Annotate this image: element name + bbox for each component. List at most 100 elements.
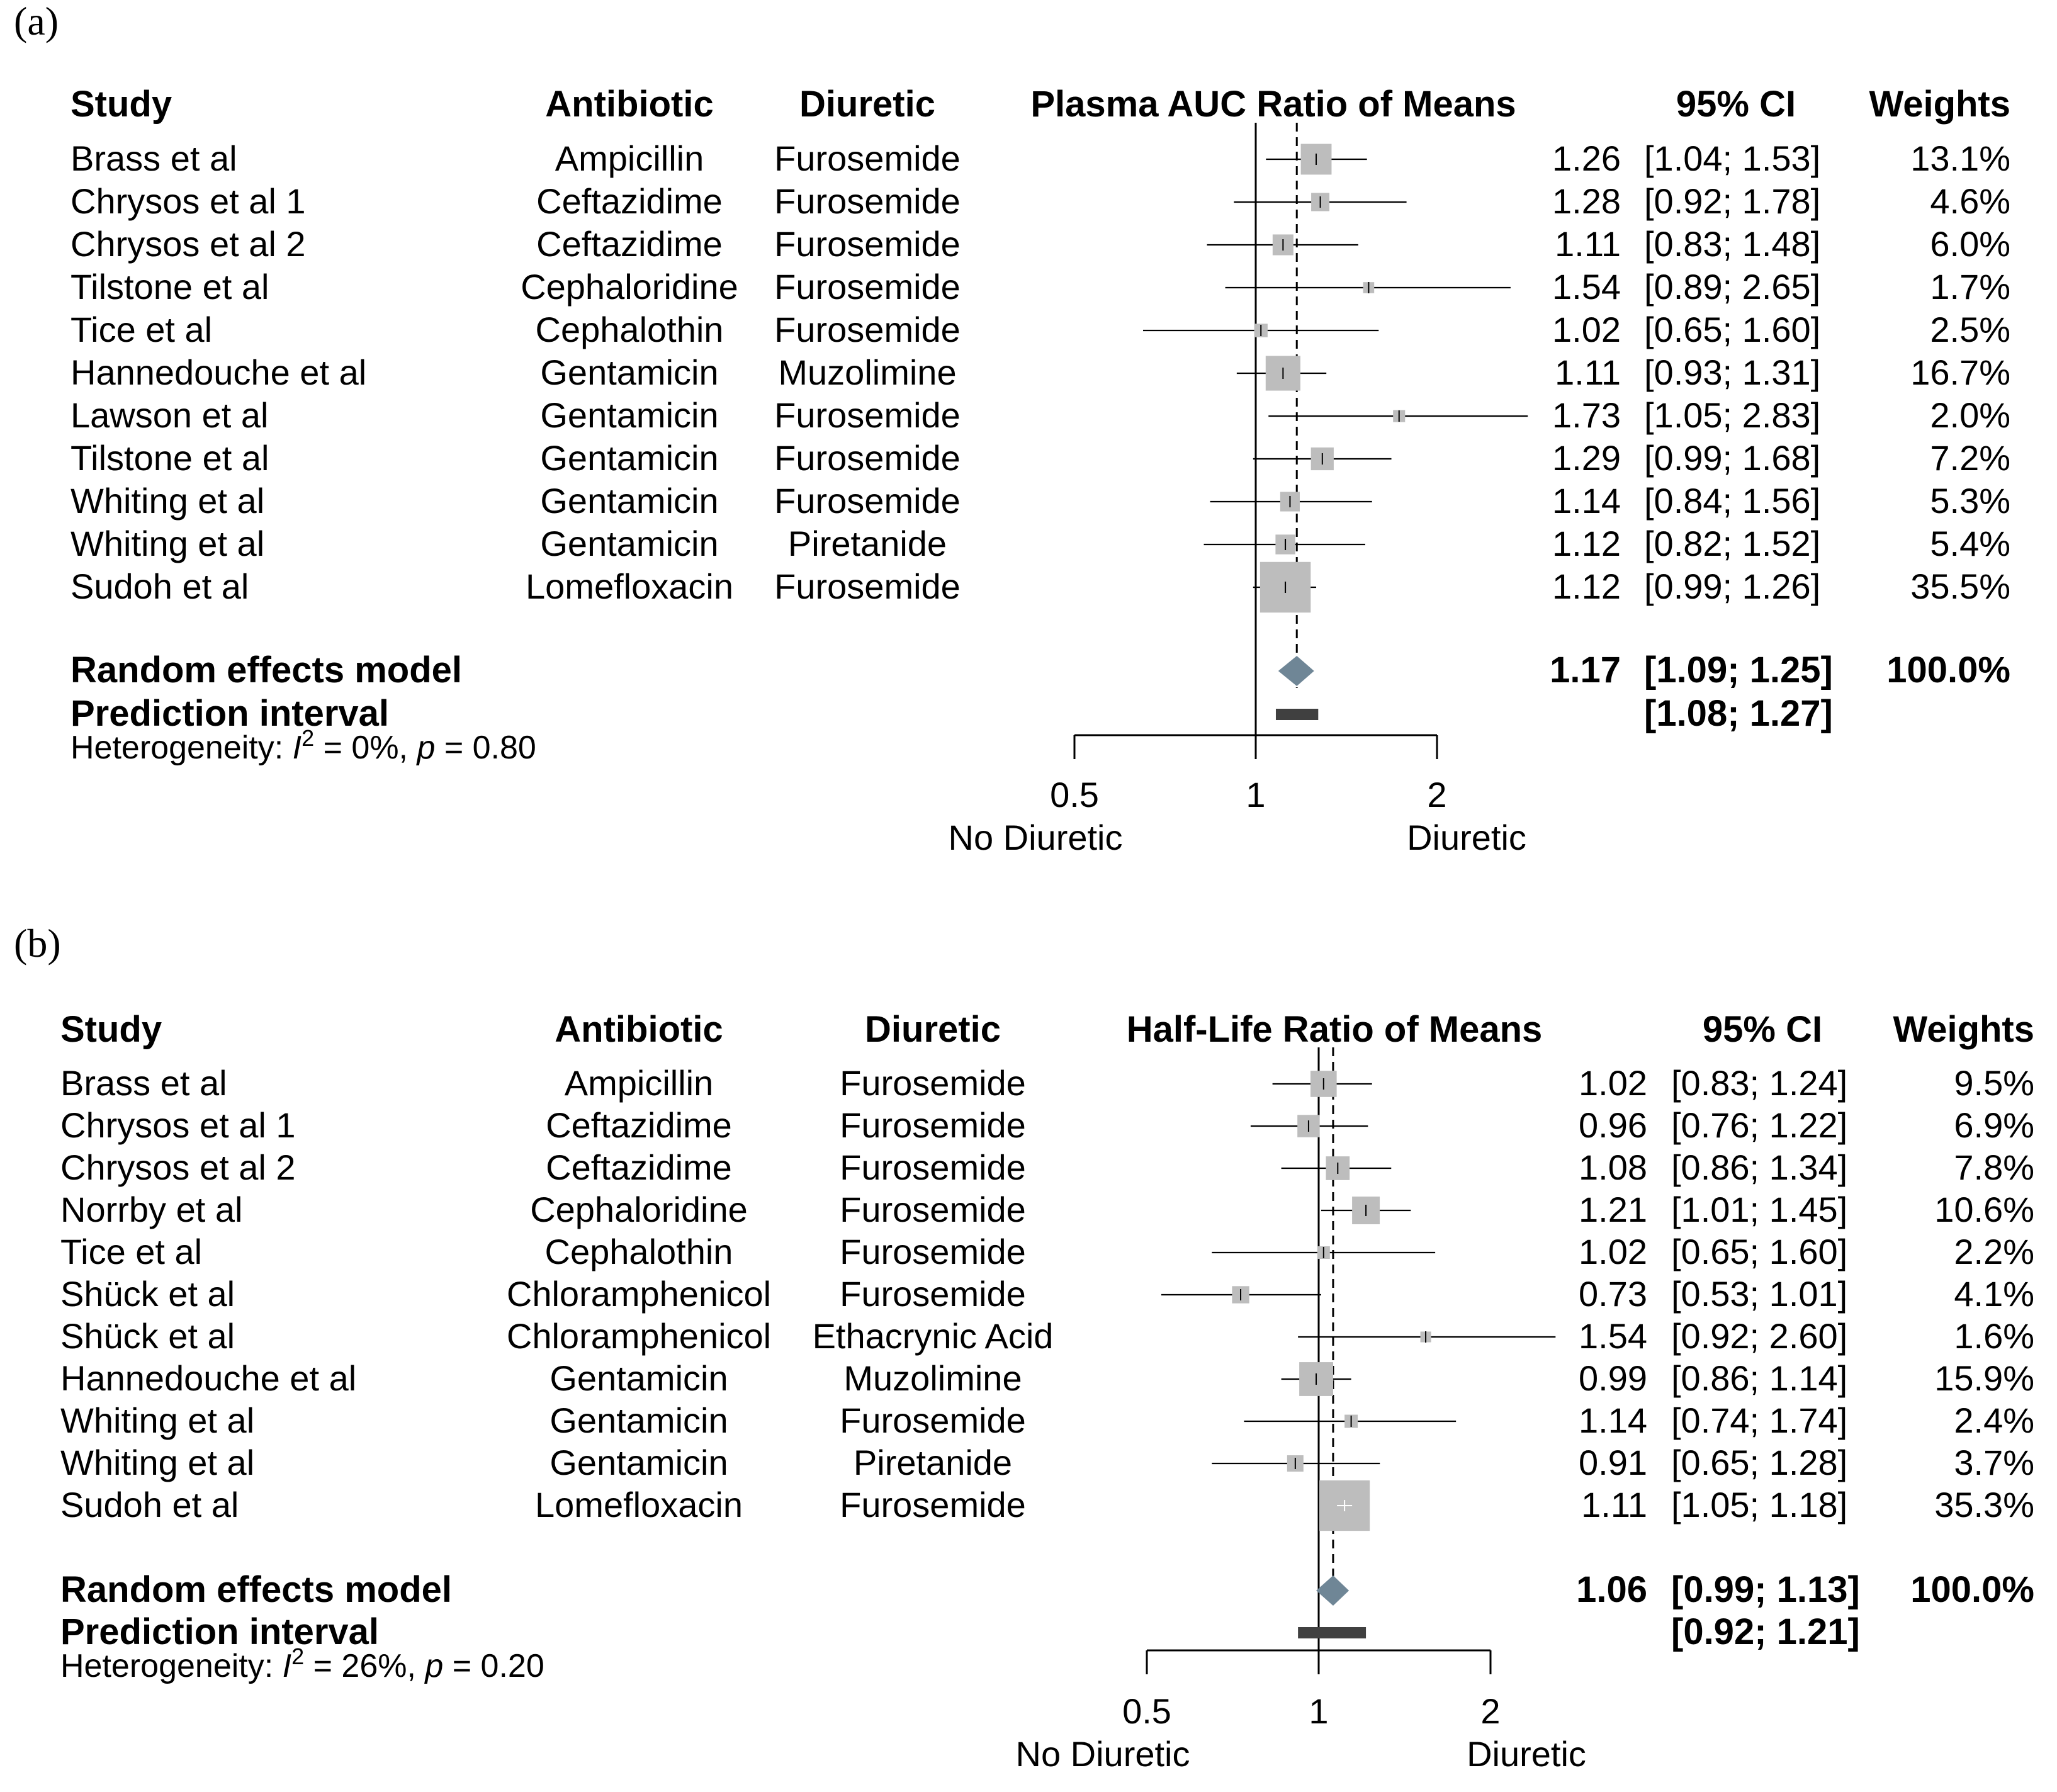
weight-value: 2.2%	[1954, 1232, 2034, 1271]
ci-value: [0.86; 1.14]	[1671, 1358, 1847, 1398]
pooled-diamond	[1316, 1575, 1350, 1606]
study-name: Whiting et al	[70, 481, 264, 521]
header-study: Study	[70, 84, 172, 125]
ci-value: [0.92; 1.78]	[1644, 181, 1820, 221]
ci-value: [0.74; 1.74]	[1671, 1400, 1847, 1440]
diuretic-name: Furosemide	[840, 1274, 1026, 1314]
weight-value: 6.9%	[1954, 1105, 2034, 1145]
estimate-value: 1.11	[1581, 1485, 1647, 1524]
antibiotic-name: Cephaloridine	[530, 1190, 748, 1229]
estimate-value: 1.26	[1552, 138, 1621, 178]
heterogeneity-part: 2	[291, 1643, 304, 1669]
weight-value: 35.5%	[1910, 566, 2010, 606]
study-row: Whiting et al Gentamicin Furosemide 1.14 [0.…	[70, 481, 2010, 521]
diuretic-name: Furosemide	[840, 1190, 1026, 1229]
ci-value: [0.65; 1.60]	[1671, 1232, 1847, 1271]
header-antibiotic: Antibiotic	[545, 84, 713, 125]
diuretic-name: Ethacrynic Acid	[813, 1316, 1054, 1356]
pooled-ci: [1.09; 1.25]	[1644, 650, 1833, 690]
weight-value: 2.0%	[1930, 395, 2010, 435]
diuretic-name: Furosemide	[840, 1147, 1026, 1187]
estimate-value: 1.54	[1552, 267, 1621, 307]
estimate-value: 1.14	[1552, 481, 1621, 521]
ci-value: [0.76; 1.22]	[1671, 1105, 1847, 1145]
forest-panel-b: (b) Study Antibiotic Diuretic Half-Life Rati…	[14, 921, 2034, 1774]
x-tick-label: 1	[1246, 775, 1265, 814]
ci-value: [0.99; 1.26]	[1644, 566, 1820, 606]
study-name: Chrysos et al 1	[70, 181, 306, 221]
estimate-value: 1.29	[1552, 438, 1621, 478]
estimate-value: 1.11	[1555, 352, 1621, 392]
forest-panel-a: (a) Study Antibiotic Diuretic Plasma AUC Rat…	[14, 0, 2010, 857]
study-name: Sudoh et al	[60, 1485, 239, 1524]
study-name: Hannedouche et al	[70, 352, 366, 392]
estimate-value: 1.08	[1579, 1147, 1647, 1187]
x-label-no-diuretic: No Diuretic	[1016, 1734, 1190, 1774]
heterogeneity-part: p	[415, 730, 435, 766]
heterogeneity-part: = 26%,	[304, 1648, 425, 1684]
antibiotic-name: Ceftazidime	[536, 181, 723, 221]
header-diuretic: Diuretic	[799, 84, 935, 125]
heterogeneity-part: p	[424, 1648, 443, 1684]
antibiotic-name: Gentamicin	[540, 524, 718, 563]
study-row: Hannedouche et al Gentamicin Muzolimine 1.1…	[70, 352, 2010, 392]
study-name: Whiting et al	[60, 1400, 254, 1440]
antibiotic-name: Gentamicin	[540, 438, 718, 478]
antibiotic-name: Ampicillin	[555, 138, 704, 178]
ci-value: [0.53; 1.01]	[1671, 1274, 1847, 1314]
ci-value: [0.83; 1.24]	[1671, 1063, 1847, 1103]
diuretic-name: Furosemide	[774, 138, 961, 178]
estimate-value: 0.96	[1579, 1105, 1647, 1145]
diuretic-name: Piretanide	[788, 524, 947, 563]
estimate-value: 1.12	[1552, 524, 1621, 563]
weight-value: 2.4%	[1954, 1400, 2034, 1440]
study-name: Shück et al	[60, 1274, 235, 1314]
weight-value: 15.9%	[1934, 1358, 2034, 1398]
x-label-no-diuretic: No Diuretic	[949, 818, 1123, 857]
weight-value: 4.6%	[1930, 181, 2010, 221]
random-effects-label: Random effects model	[70, 650, 462, 690]
pooled-diamond	[1278, 656, 1314, 686]
heterogeneity-stats: Heterogeneity: I2 = 26%, p = 0.20	[60, 1643, 544, 1685]
estimate-value: 0.99	[1579, 1358, 1647, 1398]
heterogeneity-part: 2	[302, 725, 314, 751]
study-name: Tice et al	[70, 310, 212, 349]
x-tick-label: 2	[1480, 1691, 1500, 1731]
diuretic-name: Furosemide	[774, 224, 961, 264]
ci-value: [0.65; 1.60]	[1644, 310, 1820, 349]
heterogeneity-part: I	[283, 1648, 291, 1684]
study-name: Chrysos et al 2	[60, 1147, 296, 1187]
estimate-value: 1.73	[1552, 395, 1621, 435]
diuretic-name: Piretanide	[854, 1443, 1012, 1482]
diuretic-name: Furosemide	[840, 1400, 1026, 1440]
pooled-weight: 100.0%	[1886, 650, 2010, 690]
panel-label: (a)	[14, 0, 59, 43]
study-row: Hannedouche et al Gentamicin Muzolimine 0.9…	[60, 1358, 2034, 1398]
diuretic-name: Furosemide	[840, 1105, 1026, 1145]
antibiotic-name: Chloramphenicol	[507, 1274, 771, 1314]
ci-value: [0.84; 1.56]	[1644, 481, 1820, 521]
ci-value: [0.99; 1.68]	[1644, 438, 1820, 478]
study-row: Tilstone et al Gentamicin Furosemide 1.29 [0…	[70, 438, 2010, 478]
ci-value: [1.04; 1.53]	[1644, 138, 1820, 178]
estimate-value: 1.02	[1579, 1063, 1647, 1103]
study-name: Hannedouche et al	[60, 1358, 356, 1398]
diuretic-name: Furosemide	[774, 566, 961, 606]
study-row: Tilstone et al Cephaloridine Furosemide 1.5…	[70, 267, 2010, 307]
antibiotic-name: Ampicillin	[565, 1063, 714, 1103]
antibiotic-name: Chloramphenicol	[507, 1316, 771, 1356]
study-name: Brass et al	[60, 1063, 227, 1103]
diuretic-name: Furosemide	[774, 310, 961, 349]
study-row: Sudoh et al Lomefloxacin Furosemide 1.11 [1.…	[60, 1480, 2034, 1531]
prediction-interval-ci: [0.92; 1.21]	[1671, 1611, 1860, 1652]
x-tick-label: 1	[1309, 1691, 1328, 1731]
weight-value: 13.1%	[1910, 138, 2010, 178]
pooled-estimate: 1.06	[1576, 1569, 1647, 1610]
estimate-value: 1.28	[1552, 181, 1621, 221]
weight-value: 5.4%	[1930, 524, 2010, 563]
prediction-interval-bar	[1275, 709, 1319, 720]
study-name: Sudoh et al	[70, 566, 249, 606]
ci-value: [0.65; 1.28]	[1671, 1443, 1847, 1482]
weight-value: 2.5%	[1930, 310, 2010, 349]
